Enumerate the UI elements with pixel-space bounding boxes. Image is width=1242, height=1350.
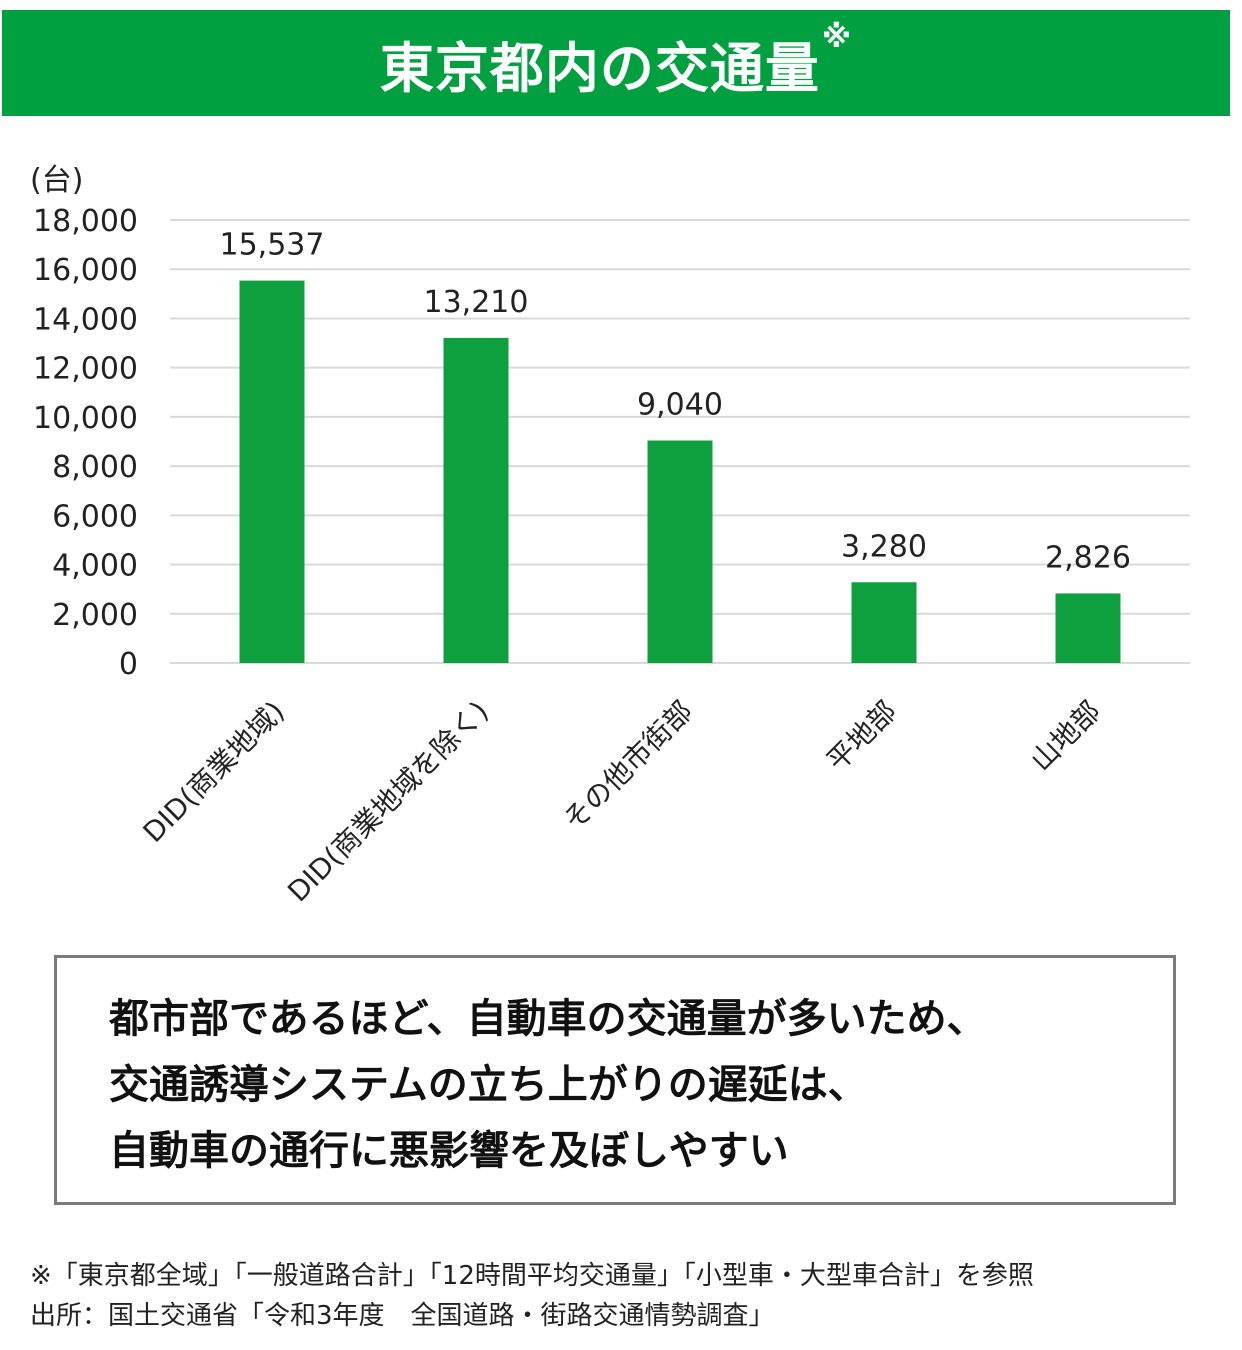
bars [239, 280, 1121, 663]
y-tick-label: 2,000 [52, 598, 138, 633]
data-label: 15,537 [220, 228, 325, 263]
category-label: 山地部 [1024, 695, 1107, 778]
footnote-mark: ※ [821, 19, 853, 55]
title-banner: 東京都内の交通量※ [2, 10, 1230, 116]
conclusion-line-3: 自動車の通行に悪影響を及ぼしやすい [109, 1128, 789, 1174]
reference-note: ※「東京都全域」「一般道路合計」「12時間平均交通量」「小型車・大型車合計」を参… [30, 1261, 1034, 1291]
data-label: 3,280 [841, 529, 927, 564]
y-axis-unit-label: (台) [30, 163, 83, 198]
bar [1055, 593, 1121, 663]
y-axis-ticks: 0 2,000 4,000 6,000 8,000 10,000 12,000 14,000 1… [33, 204, 138, 682]
category-label: その他市街部 [557, 695, 699, 837]
y-tick-label: 8,000 [52, 450, 138, 485]
bar [443, 337, 509, 663]
category-label: DID(商業地域を除く) [281, 695, 495, 909]
source-note: 出所：国土交通省「令和3年度 全国道路・街路交通情勢調査」 [30, 1301, 775, 1331]
data-labels: 15,537 13,210 9,040 3,280 2,826 [220, 228, 1131, 576]
bar [239, 280, 305, 663]
y-tick-label: 16,000 [33, 253, 138, 288]
category-label: 平地部 [820, 695, 903, 778]
bar-chart: (台) 0 2,000 4,000 6,000 8,000 10,000 12,000 14,… [30, 163, 1190, 909]
category-label: DID(商業地域) [137, 695, 291, 849]
y-tick-label: 10,000 [33, 401, 138, 436]
y-tick-label: 12,000 [33, 352, 138, 387]
bar [851, 582, 917, 663]
data-label: 9,040 [637, 388, 723, 423]
y-tick-label: 18,000 [33, 204, 138, 239]
conclusion-line-1: 都市部であるほど、自動車の交通量が多いため、 [109, 996, 987, 1042]
y-tick-label: 0 [119, 647, 138, 682]
y-tick-label: 14,000 [33, 302, 138, 337]
data-label: 13,210 [424, 285, 529, 320]
conclusion-box: 都市部であるほど、自動車の交通量が多いため、 交通誘導システムの立ち上がりの遅延… [54, 955, 1176, 1205]
conclusion-line-2: 交通誘導システムの立ち上がりの遅延は、 [109, 1062, 868, 1108]
chart-title-text: 東京都内の交通量 [379, 36, 820, 100]
y-tick-label: 6,000 [52, 499, 138, 534]
y-tick-label: 4,000 [52, 549, 138, 584]
chart-title: 東京都内の交通量※ [379, 20, 852, 103]
category-labels: DID(商業地域)DID(商業地域を除く) その他市街部 平地部 山地部 [137, 695, 1107, 909]
data-label: 2,826 [1045, 540, 1131, 575]
bar [647, 440, 713, 663]
